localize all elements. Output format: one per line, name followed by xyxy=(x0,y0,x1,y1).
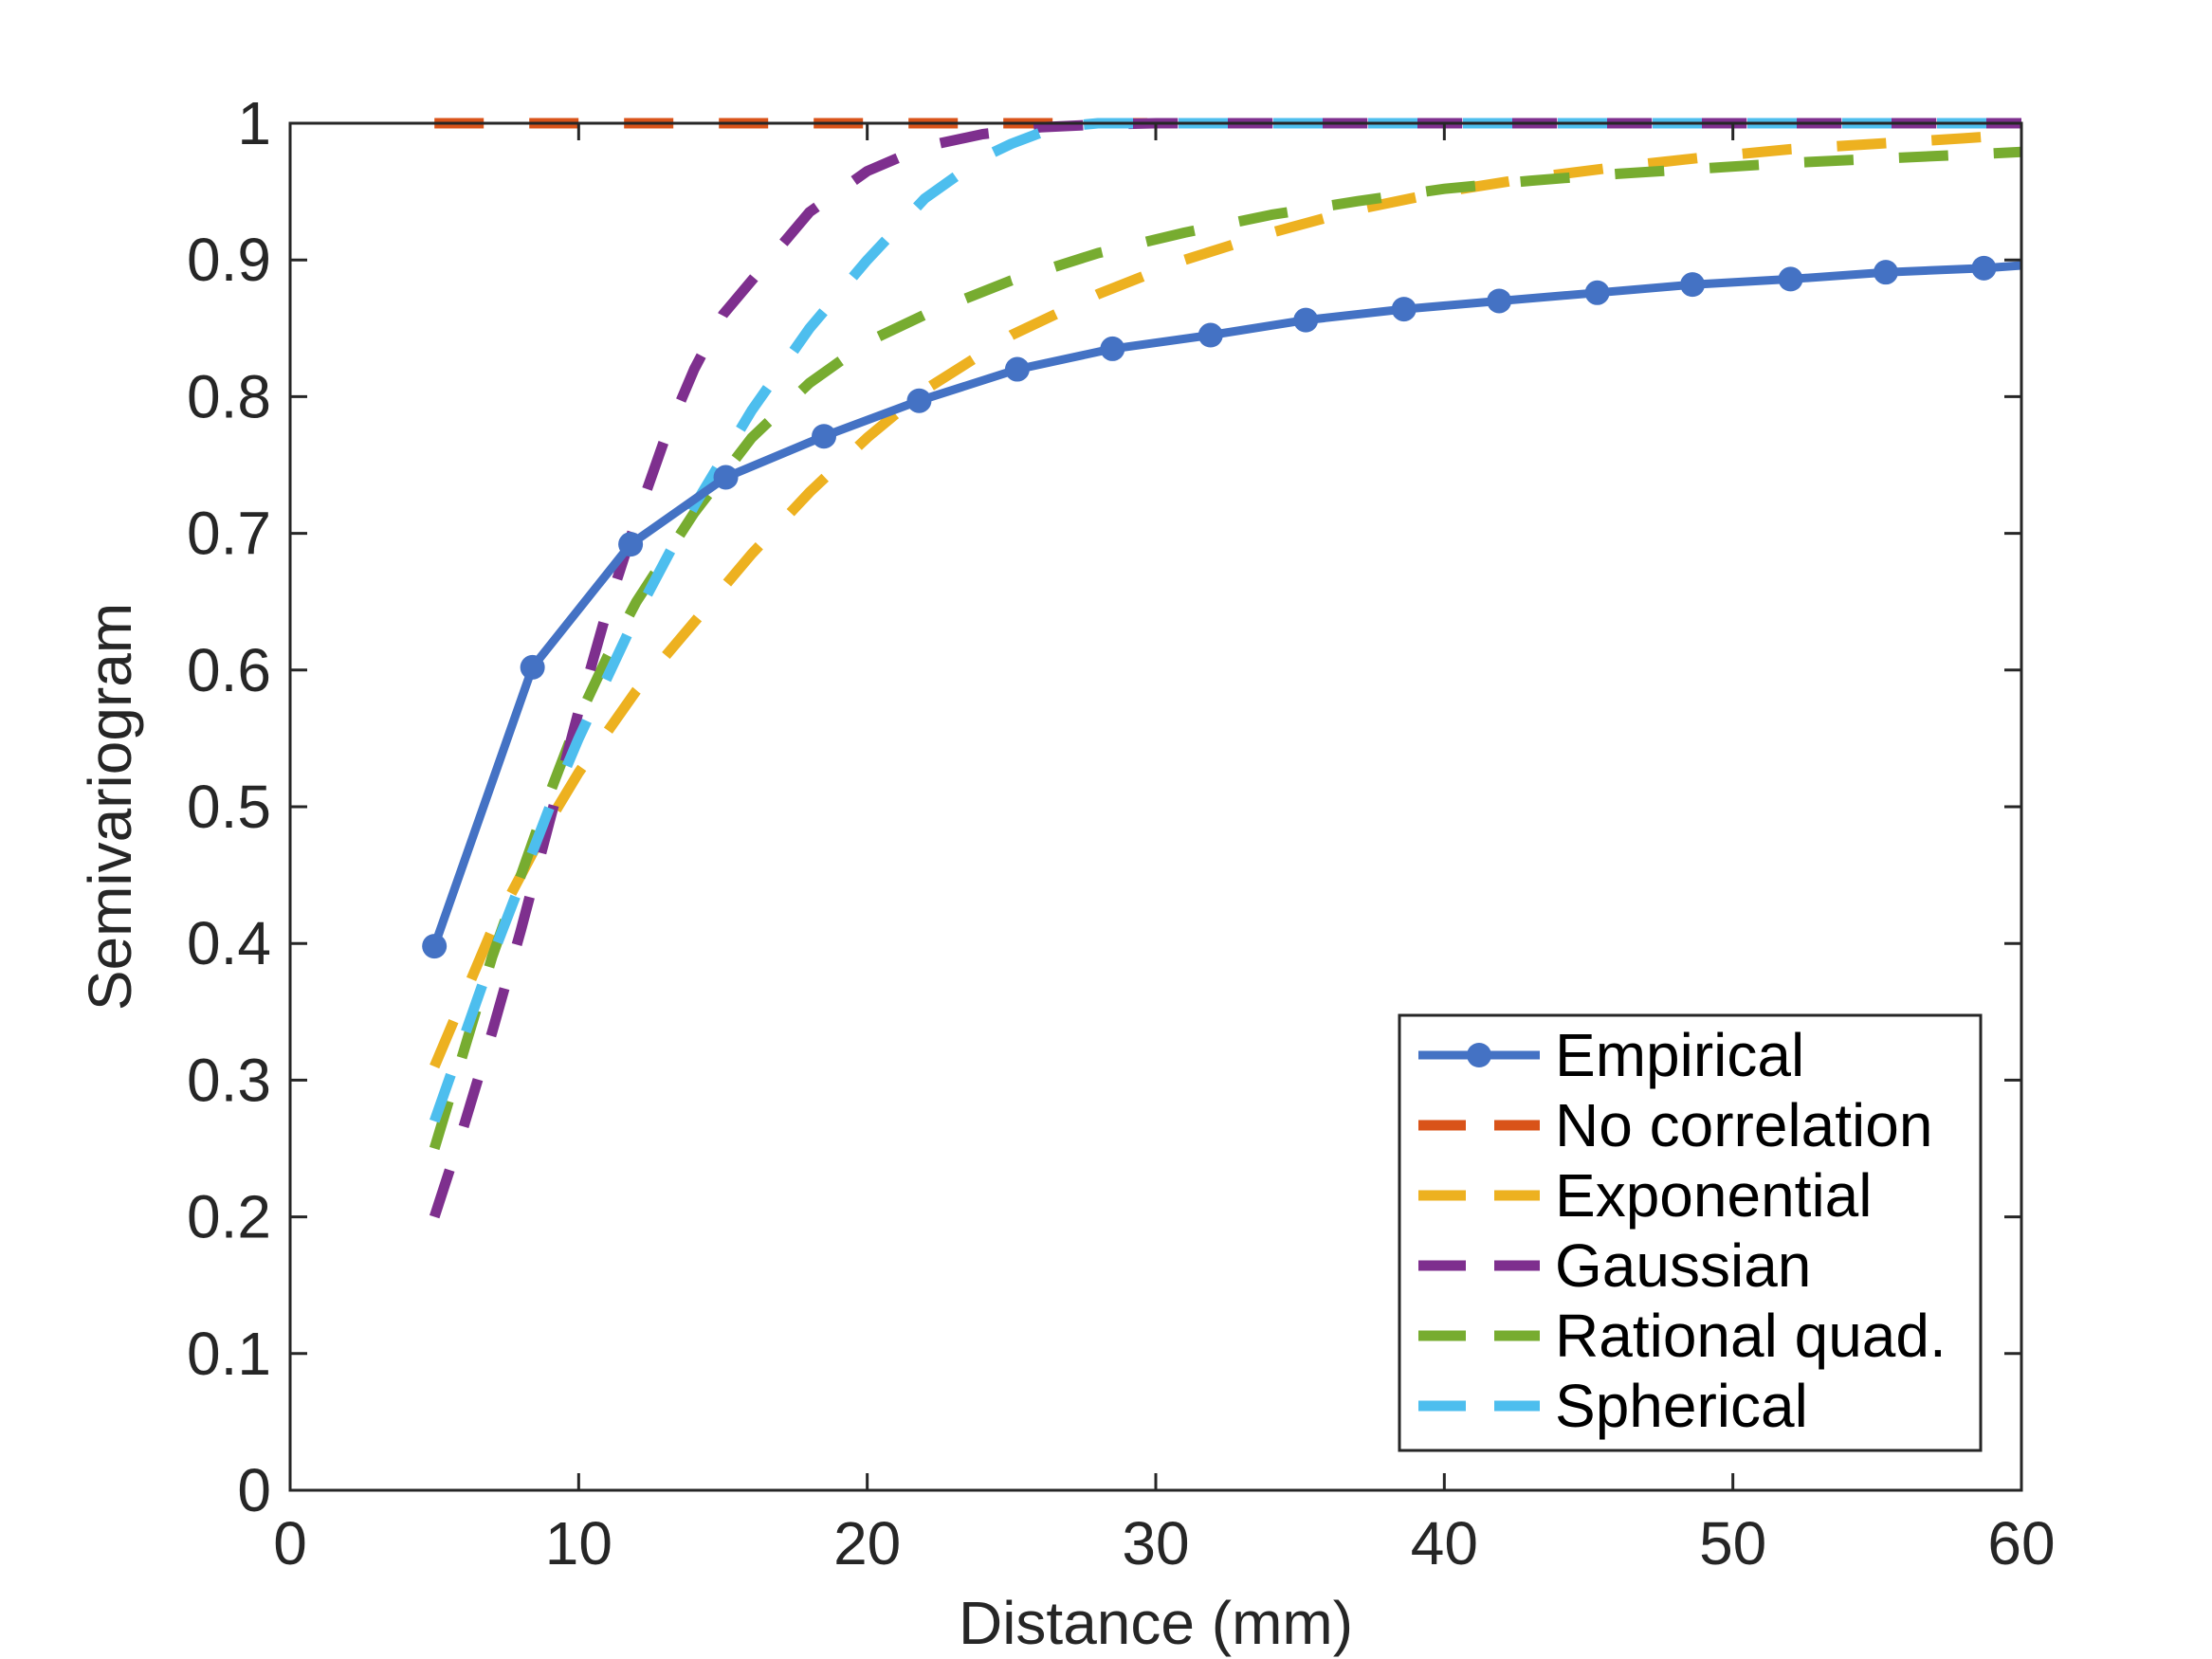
x-tick-label: 40 xyxy=(1411,1509,1478,1577)
y-tick-label: 0.9 xyxy=(187,226,271,294)
legend-label-no-correlation: No correlation xyxy=(1555,1091,1932,1159)
y-tick-label: 0.3 xyxy=(187,1046,271,1114)
data-point-empirical xyxy=(1004,356,1030,382)
x-tick-label: 10 xyxy=(545,1509,612,1577)
y-tick-label: 0.1 xyxy=(187,1320,271,1388)
y-tick-label: 0.7 xyxy=(187,500,271,568)
data-point-empirical xyxy=(1778,266,1803,292)
data-point-empirical xyxy=(1197,322,1223,348)
x-axis-label: Distance (mm) xyxy=(959,1589,1353,1657)
y-tick-label: 1 xyxy=(237,89,271,157)
legend-label-gaussian: Gaussian xyxy=(1555,1231,1811,1300)
data-point-empirical xyxy=(618,532,644,557)
data-point-empirical xyxy=(1584,280,1610,305)
data-point-empirical xyxy=(1487,288,1512,314)
series-line-rational-quad xyxy=(429,146,2022,1151)
data-point-empirical xyxy=(1873,260,1898,285)
series-line-spherical xyxy=(430,118,2021,1123)
legend-label-spherical: Spherical xyxy=(1555,1372,1808,1440)
data-point-empirical xyxy=(906,388,932,413)
series-line-gaussian xyxy=(429,118,2021,1219)
data-point-empirical xyxy=(422,934,448,959)
x-tick-label: 20 xyxy=(833,1509,901,1577)
y-tick-label: 0.4 xyxy=(187,909,271,977)
series-line-exponential xyxy=(430,129,2022,1069)
x-tick-label: 60 xyxy=(1987,1509,2055,1577)
y-tick-label: 0 xyxy=(237,1456,271,1524)
y-tick-label: 0.2 xyxy=(187,1183,271,1251)
x-tick-label: 0 xyxy=(273,1509,307,1577)
y-tick-label: 0.5 xyxy=(187,773,271,841)
y-tick-label: 0.8 xyxy=(187,362,271,430)
data-point-empirical xyxy=(812,424,837,449)
legend-label-exponential: Exponential xyxy=(1555,1161,1872,1230)
data-point-empirical xyxy=(1680,272,1706,298)
x-tick-label: 30 xyxy=(1122,1509,1189,1577)
axis-ticks: 0 10 20 30 40 50 60 0 0.1 0.2 0.3 0.4 0.5 0.6 0.7 0.8 0.… xyxy=(187,89,2056,1577)
data-point-empirical xyxy=(1100,336,1125,361)
data-point-empirical xyxy=(1293,307,1319,333)
y-axis-label: Semivariogram xyxy=(76,603,144,1011)
data-point-empirical xyxy=(1391,297,1417,322)
legend-marker-empirical xyxy=(1467,1043,1491,1067)
legend-label-empirical: Empirical xyxy=(1555,1021,1804,1089)
legend-box xyxy=(1398,1013,1983,1452)
legend-label-rational-quad: Rational quad. xyxy=(1555,1302,1947,1370)
data-point-empirical xyxy=(520,654,545,680)
data-point-empirical xyxy=(713,465,739,490)
data-point-empirical xyxy=(1971,255,1997,281)
series-line-empirical xyxy=(430,261,2022,948)
series-layer xyxy=(422,118,2022,1219)
x-tick-label: 50 xyxy=(1699,1509,1766,1577)
y-tick-label: 0.6 xyxy=(187,636,271,704)
